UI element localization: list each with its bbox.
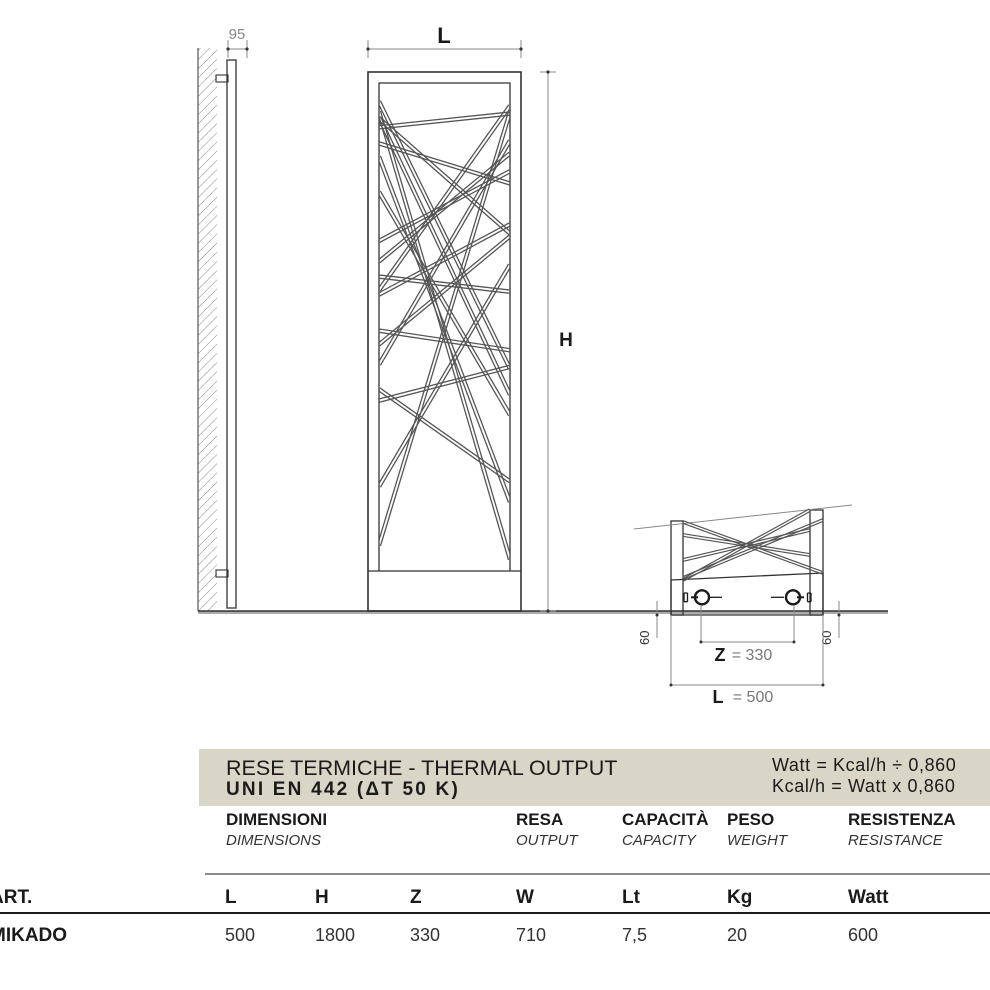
svg-text:Lt: Lt xyxy=(622,887,641,908)
svg-text:RESISTANCE: RESISTANCE xyxy=(848,832,944,849)
svg-text:WEIGHT: WEIGHT xyxy=(727,832,789,849)
svg-text:H: H xyxy=(315,887,329,908)
svg-text:Watt = Kcal/h ÷ 0,860: Watt = Kcal/h ÷ 0,860 xyxy=(772,755,956,775)
svg-text:710: 710 xyxy=(516,925,546,945)
svg-text:= 330: = 330 xyxy=(732,647,773,664)
svg-text:= 500: = 500 xyxy=(733,689,774,706)
svg-text:7,5: 7,5 xyxy=(622,925,647,945)
svg-text:Z: Z xyxy=(410,887,422,908)
svg-text:1800: 1800 xyxy=(315,925,355,945)
svg-text:CAPACITÀ: CAPACITÀ xyxy=(622,810,709,829)
svg-text:RESISTENZA: RESISTENZA xyxy=(848,810,956,829)
svg-text:W: W xyxy=(516,887,534,908)
svg-text:500: 500 xyxy=(225,925,255,945)
svg-text:RESE TERMICHE - THERMAL OUTPUT: RESE TERMICHE - THERMAL OUTPUT xyxy=(226,756,617,780)
svg-text:PESO: PESO xyxy=(727,810,774,829)
svg-text:600: 600 xyxy=(848,925,878,945)
svg-text:ART.: ART. xyxy=(0,887,32,908)
svg-text:20: 20 xyxy=(727,925,747,945)
svg-text:DIMENSIONI: DIMENSIONI xyxy=(226,810,327,829)
svg-text:CAPACITY: CAPACITY xyxy=(622,832,697,849)
svg-text:L: L xyxy=(225,887,237,908)
svg-text:95: 95 xyxy=(229,26,246,43)
svg-text:330: 330 xyxy=(410,925,440,945)
svg-text:DIMENSIONS: DIMENSIONS xyxy=(226,832,321,849)
svg-text:Z: Z xyxy=(715,645,726,665)
svg-text:UNI EN 442 (ΔT 50 K): UNI EN 442 (ΔT 50 K) xyxy=(226,779,460,800)
svg-text:60: 60 xyxy=(819,631,834,645)
svg-text:L: L xyxy=(713,687,724,707)
svg-text:OUTPUT: OUTPUT xyxy=(516,832,580,849)
svg-text:Watt: Watt xyxy=(848,887,889,908)
svg-text:Kg: Kg xyxy=(727,887,752,908)
svg-text:MIKADO: MIKADO xyxy=(0,925,67,946)
svg-text:Kcal/h = Watt x 0,860: Kcal/h = Watt x 0,860 xyxy=(772,776,956,796)
svg-text:L: L xyxy=(437,23,450,48)
svg-text:RESA: RESA xyxy=(516,810,563,829)
svg-text:60: 60 xyxy=(637,631,652,645)
svg-text:H: H xyxy=(559,330,573,351)
